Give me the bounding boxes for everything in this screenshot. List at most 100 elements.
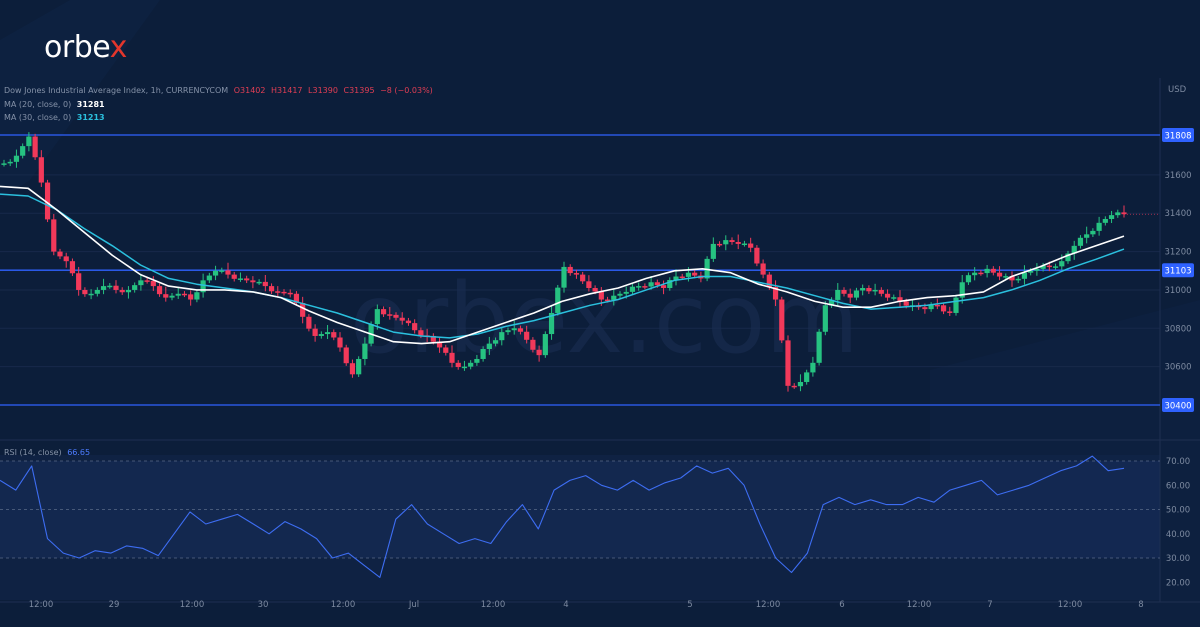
bg-shape-left — [0, 0, 160, 200]
candle-body-up — [7, 161, 13, 164]
instrument-name: Dow Jones Industrial Average Index, 1h, … — [4, 86, 229, 95]
price-tick-label: 31400 — [1164, 209, 1191, 219]
level-label-31808: 31808 — [1164, 132, 1191, 142]
candle-body-up — [20, 146, 26, 156]
candle-body-up — [132, 285, 138, 290]
candle-body-down — [729, 240, 735, 243]
candle-body-up — [499, 332, 505, 341]
time-tick-label: 12:00 — [756, 600, 781, 610]
candle-body-down — [1046, 265, 1052, 268]
candle-body-down — [306, 316, 312, 329]
candle-body-down — [156, 286, 163, 295]
time-tick-label: 12:00 — [907, 600, 932, 610]
candle-body-up — [953, 297, 959, 313]
candle-body-down — [337, 337, 343, 348]
candle-body-up — [100, 286, 107, 290]
price-tick-label: 31600 — [1164, 171, 1191, 181]
candle-body-down — [517, 328, 524, 332]
candle-body-down — [990, 268, 996, 273]
ma20-line — [0, 185, 1125, 345]
candle-body-down — [996, 272, 1003, 277]
candle-body-up — [548, 312, 555, 335]
candle-body-down — [735, 242, 741, 244]
candle-body-up — [212, 270, 219, 276]
candle-body-up — [542, 334, 548, 356]
candle-body-down — [312, 328, 318, 336]
candle-body-up — [1084, 234, 1090, 238]
candle-body-up — [194, 292, 200, 300]
candle-body-up — [835, 289, 841, 300]
candle-body-up — [94, 289, 100, 294]
candle-body-down — [947, 311, 953, 313]
candle-body-down — [57, 251, 63, 257]
candle-body-up — [125, 289, 132, 293]
price-tick-label: 31200 — [1164, 248, 1191, 258]
candle-body-down — [76, 273, 82, 290]
candle-body-up — [804, 372, 810, 382]
candle-body-down — [150, 280, 156, 287]
level-tag-30400 — [1162, 398, 1194, 412]
candle-body-up — [723, 240, 729, 245]
candle-body-down — [934, 304, 940, 307]
candle-body-down — [51, 219, 57, 252]
candle-body-up — [710, 243, 716, 259]
candle-body-down — [1009, 276, 1015, 281]
time-tick-label: 12:00 — [29, 600, 54, 610]
rsi-label: RSI (14, close) — [4, 448, 62, 457]
candle-body-up — [505, 330, 511, 333]
candle-body-down — [841, 289, 847, 294]
time-tick-label: 12:00 — [180, 600, 205, 610]
ohlc-change: −8 (−0.03%) — [380, 86, 433, 95]
candle-body-up — [1059, 261, 1065, 267]
ma30-label: MA (30, close, 0) — [4, 113, 72, 122]
candle-body-up — [860, 288, 866, 291]
candle-body-up — [623, 291, 629, 294]
candle-body-down — [679, 276, 685, 279]
ohlc-low: L31390 — [308, 86, 338, 95]
level-label-31103: 31103 — [1164, 267, 1191, 277]
candle-body-down — [293, 293, 300, 303]
candle-body-down — [412, 323, 418, 331]
candle-body-down — [281, 291, 287, 294]
ma30-value: 31213 — [76, 113, 105, 122]
time-tick-label: 4 — [563, 600, 568, 610]
candle-body-down — [436, 341, 443, 348]
candle-body-up — [468, 362, 474, 367]
candle-body-down — [922, 307, 928, 310]
ma30-line — [0, 193, 1125, 339]
candle-body-down — [443, 347, 449, 353]
candle-body-up — [617, 293, 623, 296]
candle-body-down — [580, 274, 586, 282]
candle-body-down — [772, 287, 779, 300]
candle-body-down — [940, 305, 947, 312]
currency-label: USD — [1168, 85, 1187, 95]
candle-body-up — [1077, 237, 1084, 246]
rsi-legend: RSI (14, close) 66.65 — [4, 448, 93, 457]
logo-accent-text: x — [109, 30, 128, 65]
candle-body-down — [244, 278, 250, 281]
candle-body-down — [897, 297, 903, 302]
candle-body-up — [1090, 230, 1096, 235]
candle-body-up — [1, 163, 7, 165]
ohlc-open: O31402 — [233, 86, 266, 95]
candle-body-up — [1021, 272, 1028, 279]
candle-body-up — [1071, 245, 1077, 254]
candle-body-up — [797, 381, 804, 387]
candle-body-up — [810, 362, 816, 373]
candle-body-up — [1102, 218, 1108, 223]
candle-body-down — [604, 299, 611, 302]
candle-body-down — [455, 362, 461, 368]
candle-body-up — [1040, 265, 1046, 269]
candle-body-down — [69, 261, 76, 274]
candle-body-down — [592, 288, 598, 292]
logo-main-text: orbe — [44, 30, 110, 65]
candle-body-down — [878, 289, 884, 294]
candle-body-down — [884, 293, 891, 298]
candle-body-down — [779, 299, 785, 341]
candle-body-up — [1034, 268, 1040, 271]
candle-body-down — [405, 320, 412, 324]
candle-body-up — [107, 285, 113, 288]
time-tick-label: 5 — [687, 600, 692, 610]
